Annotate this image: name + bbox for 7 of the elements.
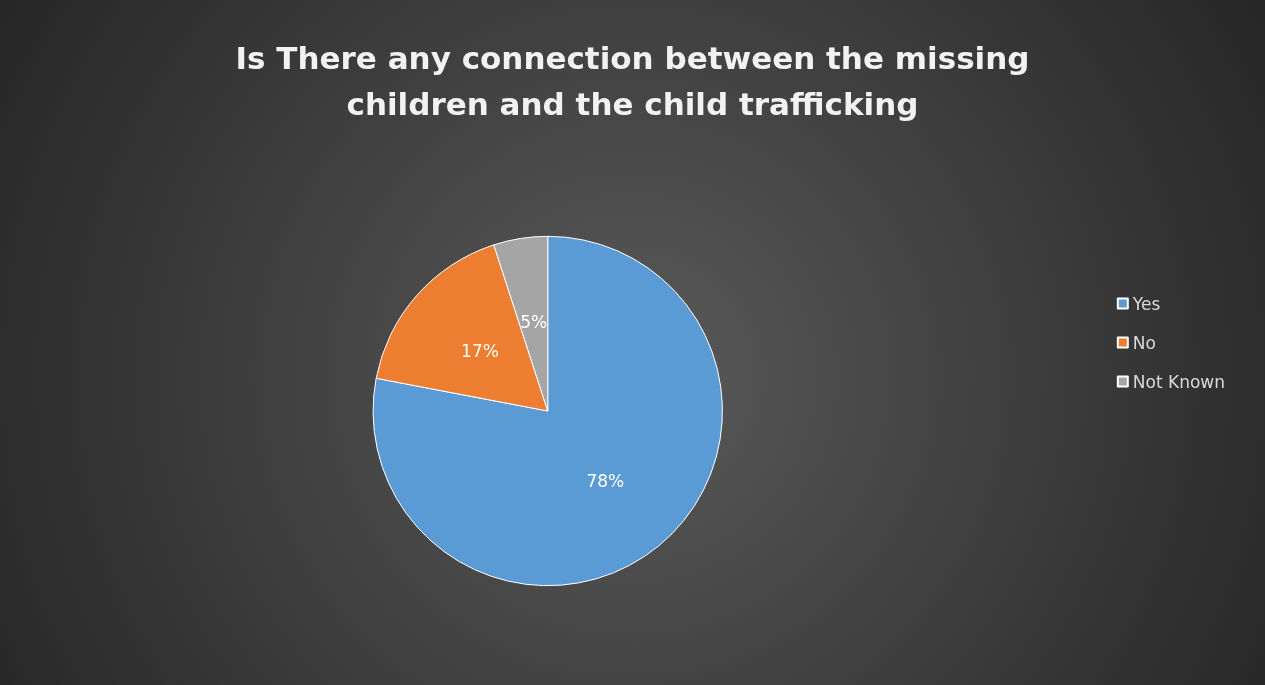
legend-label: Not Known (1132, 371, 1226, 392)
data-label: 17% (461, 341, 499, 362)
data-label: 5% (520, 311, 548, 332)
chart-title: Is There any connection between the missing children and the child trafficking (235, 40, 1030, 122)
legend-label: Yes (1131, 293, 1161, 314)
data-label: 78% (586, 470, 625, 491)
legend-label: No (1132, 332, 1156, 353)
